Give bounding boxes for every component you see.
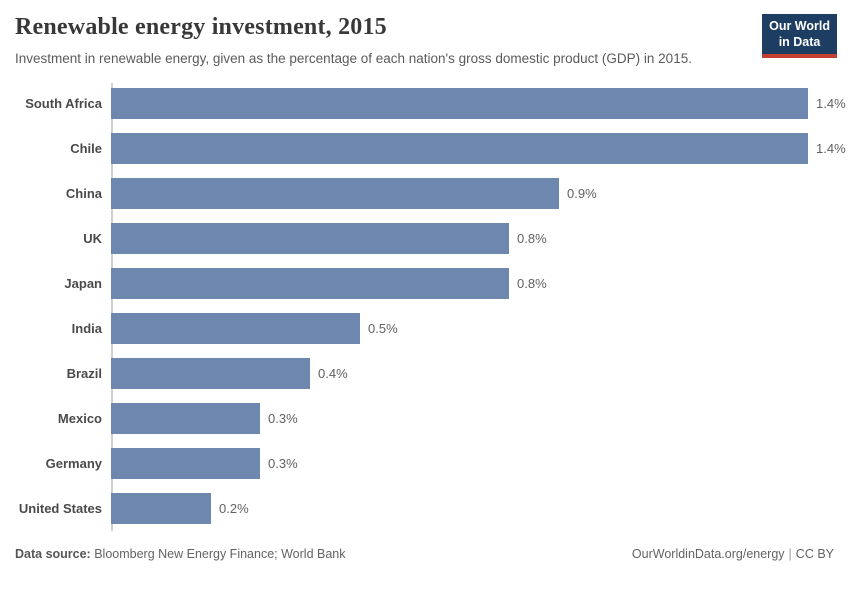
data-source-label: Data source:	[15, 547, 91, 562]
bar-track: 1.4%	[111, 81, 846, 126]
bar[interactable]	[111, 403, 260, 435]
chart-row: Brazil 0.4%	[15, 351, 834, 396]
bar[interactable]	[111, 178, 559, 210]
bar-track: 0.8%	[111, 216, 834, 261]
y-axis-line	[111, 83, 113, 532]
category-label: Mexico	[57, 411, 102, 427]
site-url[interactable]: OurWorldinData.org/energy	[631, 547, 785, 562]
bar[interactable]	[111, 88, 808, 120]
value-label: 0.3%	[268, 411, 298, 427]
logo-text-line1: Our World	[769, 19, 830, 33]
bar[interactable]	[111, 493, 211, 525]
chart-row: India 0.5%	[15, 306, 834, 351]
category-label: Brazil	[66, 366, 102, 382]
value-label: 0.2%	[219, 501, 249, 517]
bar[interactable]	[111, 358, 310, 390]
category-label: Germany	[45, 456, 102, 472]
chart-title: Renewable energy investment, 2015	[15, 14, 387, 40]
value-label: 0.5%	[368, 321, 398, 337]
chart-row: UK 0.8%	[15, 216, 834, 261]
chart-row: South Africa 1.4%	[15, 81, 846, 126]
value-label: 0.8%	[517, 231, 547, 247]
chart-header: Renewable energy investment, 2015 Invest…	[15, 14, 837, 68]
chart-subtitle: Investment in renewable energy, given as…	[15, 51, 692, 66]
value-label: 0.9%	[567, 186, 597, 202]
category-label: South Africa	[25, 96, 102, 112]
value-label: 1.4%	[816, 141, 846, 157]
bar[interactable]	[111, 223, 509, 255]
chart-row: China 0.9%	[15, 171, 834, 216]
category-label: United States	[18, 501, 102, 517]
logo-text-line2: in Data	[778, 34, 821, 49]
attribution-link[interactable]: OurWorldinData.org/energy | CC BY	[632, 547, 834, 561]
value-label: 1.4%	[816, 96, 846, 112]
value-label: 0.4%	[318, 366, 348, 382]
bar-track: 0.2%	[111, 486, 834, 531]
category-label: Chile	[70, 141, 102, 157]
owid-logo[interactable]: Our World in Data	[762, 14, 837, 59]
license-label[interactable]: CC BY	[795, 547, 834, 562]
chart-rows: South Africa 1.4% Chile 1.4% China 0.9% …	[15, 81, 846, 531]
category-label: India	[71, 321, 102, 337]
category-label: China	[65, 186, 102, 202]
value-label: 0.3%	[268, 456, 298, 472]
chart-row: Mexico 0.3%	[15, 396, 834, 441]
category-label: Japan	[64, 276, 102, 292]
attribution-separator: |	[788, 547, 792, 562]
chart-row: Germany 0.3%	[15, 441, 834, 486]
chart-row: United States 0.2%	[15, 486, 834, 531]
data-source-text: Bloomberg New Energy Finance; World Bank	[90, 547, 346, 562]
value-label: 0.8%	[517, 276, 547, 292]
chart-footer: Data source: Bloomberg New Energy Financ…	[15, 547, 834, 561]
bar[interactable]	[111, 268, 509, 300]
chart-row: Chile 1.4%	[15, 126, 846, 171]
category-label: UK	[83, 231, 102, 247]
bar-chart: South Africa 1.4% Chile 1.4% China 0.9% …	[15, 81, 846, 532]
bar-track: 0.4%	[111, 351, 834, 396]
bar[interactable]	[111, 448, 260, 480]
bar-track: 0.8%	[111, 261, 834, 306]
bar-track: 1.4%	[111, 126, 846, 171]
bar-track: 0.3%	[111, 441, 834, 486]
bar[interactable]	[111, 313, 360, 345]
bar-track: 0.3%	[111, 396, 834, 441]
bar[interactable]	[111, 133, 808, 165]
chart-row: Japan 0.8%	[15, 261, 834, 306]
data-source-note: Data source: Bloomberg New Energy Financ…	[15, 547, 345, 561]
bar-track: 0.9%	[111, 171, 834, 216]
bar-track: 0.5%	[111, 306, 834, 351]
